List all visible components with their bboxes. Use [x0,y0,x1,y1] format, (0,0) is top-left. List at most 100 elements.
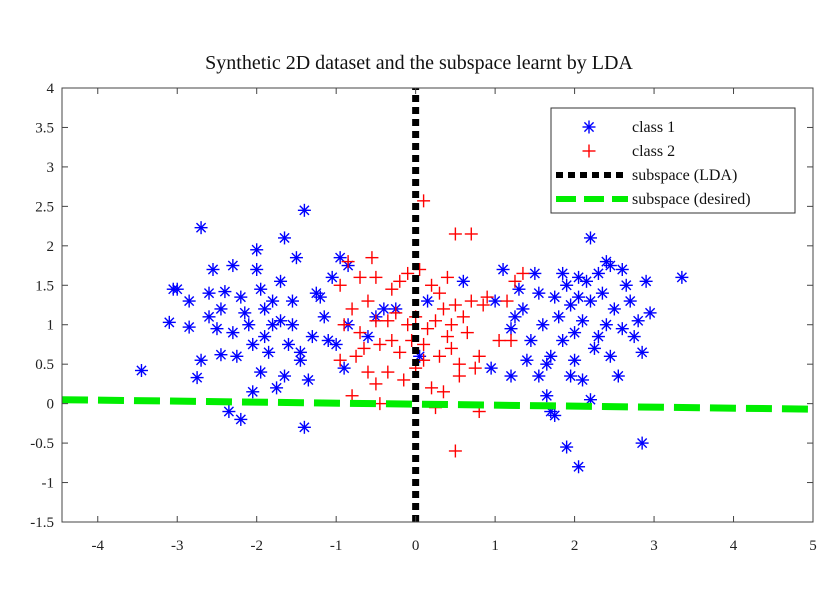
class2-point [417,353,431,367]
class1-point [254,365,268,379]
class1-point [564,369,578,383]
class1-point [285,318,299,332]
class1-point [258,302,272,316]
class1-point [202,310,216,324]
class1-point [643,306,657,320]
class1-point [162,315,176,329]
y-tick-label: 3 [47,160,55,176]
desired-subspace-line [61,396,814,413]
class2-point [452,357,466,371]
class1-point [194,353,208,367]
class1-point [250,262,264,276]
class1-point [234,412,248,426]
class2-point [417,194,431,208]
class2-point [373,337,387,351]
class2-point [425,278,439,292]
class2-point [369,314,383,328]
legend: class 1 class 2 subspace (LDA) subspace (de… [550,107,796,214]
class2-point [345,302,359,316]
class2-point [385,334,399,348]
class1-point [564,298,578,312]
class1-point [238,306,252,320]
class1-point [635,345,649,359]
class1-point [603,259,617,273]
legend-label: class 1 [632,119,675,136]
class2-point [448,227,462,241]
class1-point [313,290,327,304]
y-tick-label: 2.5 [35,199,54,215]
class2-point [369,377,383,391]
class2-point [361,294,375,308]
class1-point [560,278,574,292]
class1-point [218,285,232,299]
class1-point [266,294,280,308]
class1-point [305,330,319,344]
class1-point [631,314,645,328]
x-tick-label: 0 [412,538,420,554]
class1-point [532,369,546,383]
class1-point [603,349,617,363]
class2-point [500,294,514,308]
class1-point [317,310,331,324]
class1-point [246,385,260,399]
class1-point [337,361,351,375]
class2-point [476,298,490,312]
class2-point [444,341,458,355]
class1-point [270,381,284,395]
class1-point [619,278,633,292]
class1-point [583,231,597,245]
class1-point [540,389,554,403]
class1-point [548,290,562,304]
class2-point [464,294,478,308]
class2-point [444,318,458,332]
class1-point [496,262,510,276]
class2-point [361,365,375,379]
class1-point [301,373,315,387]
class2-point [353,326,367,340]
class2-point [381,314,395,328]
class1-point [242,318,256,332]
x-tick-label: 4 [730,538,738,554]
class1-point [560,440,574,454]
class2-point [460,326,474,340]
class2-point [472,349,486,363]
class1-point [234,290,248,304]
class2-point [393,274,407,288]
class1-point [508,310,522,324]
class1-point [377,302,391,316]
class1-point [182,294,196,308]
class1-point [274,314,288,328]
class1-point [321,334,335,348]
class2-point [385,282,399,296]
class1-point [333,251,347,265]
class2-point [365,251,379,265]
legend-box [550,107,796,214]
class1-point [226,326,240,340]
class2-point [337,318,351,332]
class1-point [520,353,534,367]
class2-point [397,373,411,387]
class1-point [516,302,530,316]
class2-point [448,298,462,312]
class2-point [333,278,347,292]
class1-point [281,337,295,351]
class1-point [421,294,435,308]
class2-point [492,334,506,348]
class2-point [448,444,462,458]
class1-point [134,363,148,377]
class2-point [417,337,431,351]
x-tick-label: -3 [171,538,184,554]
class1-point [504,322,518,336]
class1-point [206,262,220,276]
y-tick-label: 1.5 [35,278,54,294]
y-tick-label: 4 [47,81,55,97]
class2-point [436,302,450,316]
class2-point [341,255,355,269]
y-tick-label: -0.5 [30,436,54,452]
class1-point [289,251,303,265]
class1-point [512,282,526,296]
class1-point [361,330,375,344]
class2-point [401,318,415,332]
class1-point [278,231,292,245]
class1-point [182,320,196,334]
